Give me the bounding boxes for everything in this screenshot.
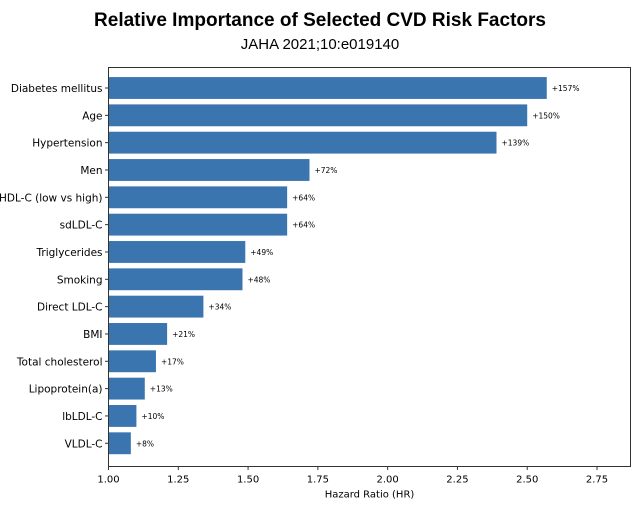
x-tick-label: 1.50 [237,475,259,486]
x-tick-label: 1.75 [307,475,329,486]
plot-frame [108,67,631,467]
bar [108,268,243,291]
y-tick-label: Men [80,165,102,177]
data-label: +64% [292,193,315,202]
data-label: +49% [250,248,273,257]
bar [108,159,310,181]
y-tick-label: BMI [83,329,102,341]
y-tick-label: HDL-C (low vs high) [0,192,103,204]
x-tick-label: 1.00 [97,475,119,486]
bar [108,432,131,455]
y-tick-label: lbLDL-C [62,411,102,423]
x-axis-label: Hazard Ratio (HR) [325,490,415,501]
x-tick-label: 2.50 [516,475,538,486]
y-tick-label: sdLDL-C [60,220,103,232]
x-tick-label: 2.25 [446,475,468,486]
bar [108,241,246,263]
bar [108,295,204,318]
bar [108,350,156,373]
bar [108,77,547,99]
chart-subtitle: JAHA 2021;10:e019140 [240,36,400,53]
bar [108,377,145,400]
bar [108,213,288,236]
data-label: +13% [150,385,173,394]
data-label: +157% [552,84,580,93]
y-tick-label: Total cholesterol [16,356,103,368]
y-tick-label: VLDL-C [65,438,103,450]
data-label: +34% [208,303,231,312]
y-tick-label: Age [82,110,102,122]
y-tick-label: Triglycerides [36,247,103,259]
data-label: +21% [172,330,195,339]
y-tick-label: Direct LDL-C [37,302,103,314]
bar [108,405,137,427]
data-label: +8% [136,439,154,448]
data-label: +72% [314,166,337,175]
y-tick-label: Smoking [57,274,103,286]
bar [108,131,497,154]
data-label: +139% [502,139,530,148]
x-tick-label: 2.75 [586,475,608,486]
data-label: +48% [247,275,270,284]
x-tick-label: 1.25 [167,475,189,486]
data-label: +17% [161,357,184,366]
data-label: +150% [532,111,560,120]
y-tick-label: Lipoprotein(a) [29,384,103,396]
data-label: +10% [141,412,164,421]
y-tick-label: Hypertension [32,138,102,150]
chart-title: Relative Importance of Selected CVD Risk… [94,10,546,31]
x-tick-label: 2.00 [377,475,399,486]
y-tick-label: Diabetes mellitus [11,83,103,95]
bar [108,323,168,345]
bar [108,104,528,127]
data-label: +64% [292,221,315,230]
bar [108,186,288,209]
